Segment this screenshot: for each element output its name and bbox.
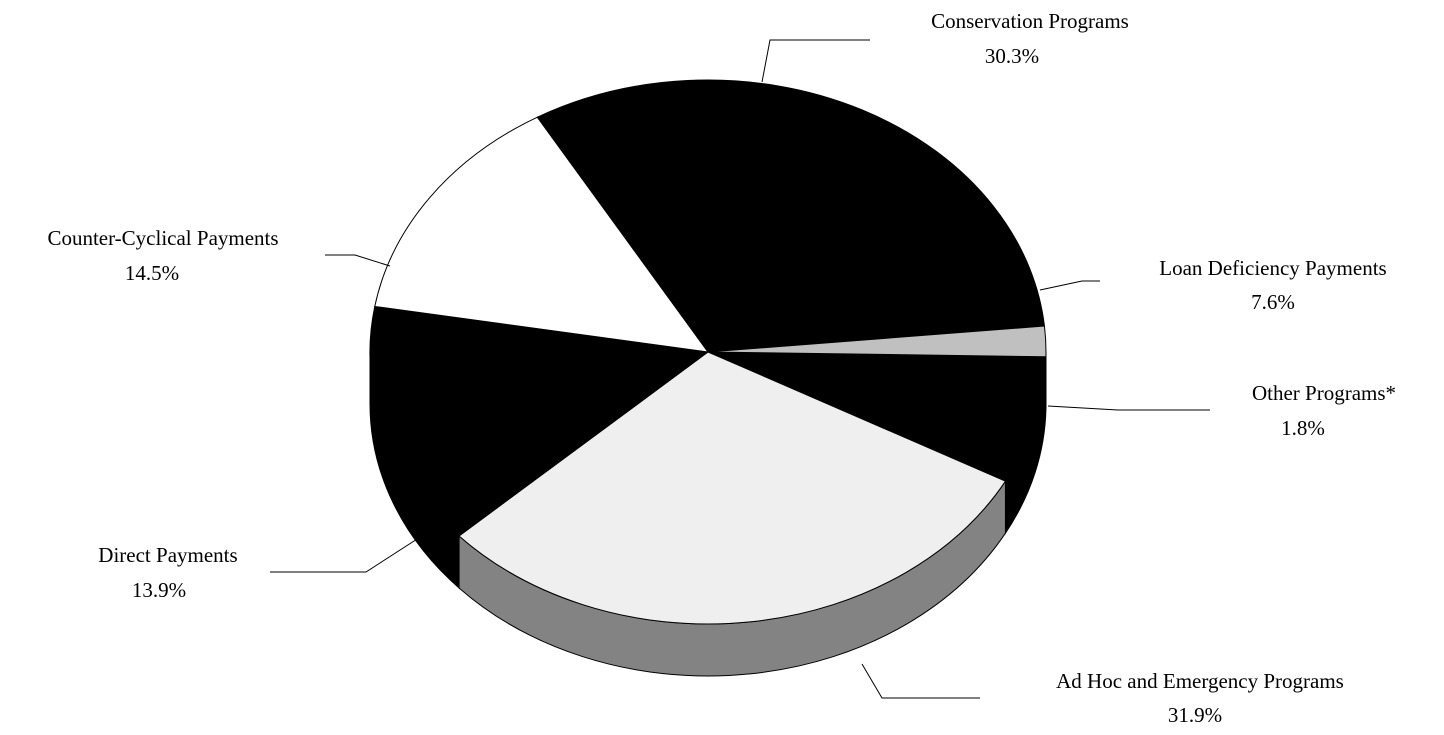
slice-label-other-programs: Other Programs* 1.8% (1252, 381, 1396, 440)
slice-value-label: 30.3% (985, 44, 1039, 68)
leader-line-conservation (762, 40, 870, 82)
pie-top-layer (370, 80, 1046, 624)
slice-value-label: 13.9% (132, 578, 186, 602)
leader-line-counter-cyclical (325, 255, 390, 266)
slice-value-label: 1.8% (1281, 416, 1325, 440)
slice-label-counter-cyclical: Counter-Cyclical Payments 14.5% (47, 226, 278, 285)
slice-label-direct-payments: Direct Payments 13.9% (98, 543, 237, 602)
slice-value-label: 14.5% (125, 261, 179, 285)
slice-label-loan-deficiency: Loan Deficiency Payments 7.6% (1159, 256, 1386, 314)
leader-line-ad-hoc (862, 664, 980, 698)
slice-label-text: Ad Hoc and Emergency Programs (1056, 669, 1344, 693)
slice-label-text: Loan Deficiency Payments (1159, 256, 1386, 280)
slice-label-text: Conservation Programs (931, 9, 1129, 33)
slice-label-conservation: Conservation Programs 30.3% (931, 9, 1129, 68)
slice-value-label: 31.9% (1168, 703, 1222, 727)
leader-line-direct-payments (270, 532, 428, 572)
slice-label-ad-hoc: Ad Hoc and Emergency Programs 31.9% (1056, 669, 1344, 727)
slice-label-text: Direct Payments (98, 543, 237, 567)
leader-line-other-programs (1048, 406, 1210, 410)
slice-label-text: Other Programs* (1252, 381, 1396, 405)
slice-value-label: 7.6% (1251, 290, 1295, 314)
leader-line-loan-deficiency (1040, 281, 1100, 290)
slice-label-text: Counter-Cyclical Payments (47, 226, 278, 250)
